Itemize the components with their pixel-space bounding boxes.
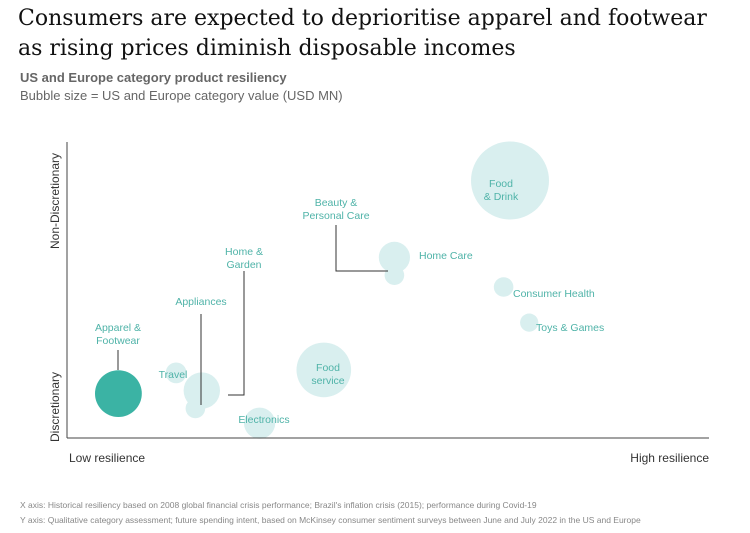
bubble-consumer-health bbox=[493, 277, 514, 297]
x-axis-low-label: Low resilience bbox=[69, 451, 145, 465]
y-axis-high-label: Non-Discretionary bbox=[48, 153, 62, 249]
label-travel: Travel bbox=[159, 369, 188, 381]
label-food-drink: Food & Drink bbox=[484, 178, 519, 203]
bubble-appliances bbox=[185, 398, 206, 419]
bubble-labels: Apparel & Footwear Travel Appliances Home & G… bbox=[95, 178, 604, 426]
bubble-food-service bbox=[296, 342, 352, 398]
label-consumer-health: Consumer Health bbox=[513, 288, 595, 300]
leader-lines bbox=[117, 225, 388, 405]
footnote-y-axis: Y axis: Qualitative category assessment;… bbox=[20, 515, 641, 525]
label-toys-games: Toys & Games bbox=[536, 322, 604, 334]
x-axis-high-label: High resilience bbox=[630, 451, 709, 465]
label-electronics: Electronics bbox=[238, 414, 289, 426]
bubble-home-care bbox=[378, 241, 410, 273]
chart-title: Consumers are expected to deprioritise a… bbox=[18, 6, 707, 61]
leader-line-home-garden bbox=[228, 271, 245, 396]
leader-line-beauty bbox=[335, 225, 388, 272]
label-apparel: Apparel & Footwear bbox=[95, 322, 141, 347]
label-home-garden: Home & Garden bbox=[225, 246, 263, 271]
label-beauty: Beauty & Personal Care bbox=[302, 197, 369, 222]
label-home-care: Home Care bbox=[419, 250, 473, 262]
label-food-service: Food service bbox=[311, 362, 344, 387]
footnote-x-axis: X axis: Historical resiliency based on 2… bbox=[20, 500, 537, 510]
bubble-beauty bbox=[384, 265, 405, 286]
bubble-apparel bbox=[95, 370, 142, 417]
bubble-food-drink bbox=[471, 141, 549, 220]
bubble-toys-games bbox=[520, 313, 539, 332]
bubble-layer bbox=[95, 141, 549, 439]
bubble-electronics bbox=[244, 407, 276, 439]
y-axis-low-label: Discretionary bbox=[48, 372, 62, 442]
label-appliances: Appliances bbox=[175, 296, 226, 308]
bubble-travel bbox=[165, 362, 187, 384]
bubble-size-note: Bubble size = US and Europe category val… bbox=[20, 88, 343, 103]
chart-subtitle: US and Europe category product resilienc… bbox=[20, 70, 287, 85]
